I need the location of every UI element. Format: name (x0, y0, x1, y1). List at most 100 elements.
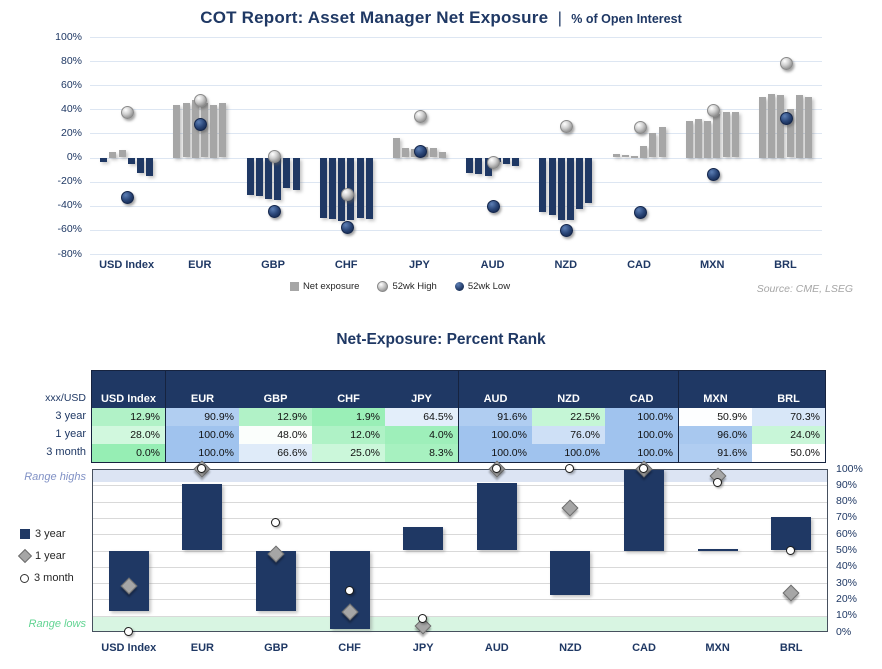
net-exposure-bar (438, 151, 446, 158)
net-exposure-bar (319, 157, 327, 218)
x-category-label: NZD (559, 642, 582, 654)
52wk-high-marker (560, 119, 574, 133)
52wk-low-marker (560, 224, 574, 238)
net-exposure-bar (685, 121, 693, 158)
table-cell: 1.9% (312, 408, 385, 426)
gridline (92, 583, 828, 585)
table-cell: 22.5% (532, 408, 605, 426)
net-exposure-bar (722, 111, 730, 158)
x-category-label: USD Index (101, 642, 157, 654)
table-cell: 90.9% (166, 408, 239, 426)
net-exposure-bar (612, 153, 620, 158)
table-cell: 28.0% (92, 426, 166, 444)
gridline (90, 157, 822, 159)
right-tick-label: 20% (836, 592, 858, 605)
table-column-header: MXN (703, 393, 728, 405)
gridline (92, 615, 828, 617)
range-lows-band (92, 615, 828, 632)
net-exposure-bar (210, 104, 218, 158)
bottom-legend-item-3-year: 3 year (20, 528, 66, 540)
bottom-legend-label-3-month: 3 month (34, 572, 74, 584)
52wk-low-marker (194, 118, 208, 132)
table-cell: 0.0% (92, 444, 166, 462)
table-column-header: GBP (263, 393, 288, 405)
table-row-label: 3 month (46, 446, 86, 458)
table-cell: 100.0% (605, 408, 679, 426)
legend-label-net-exposure: Net exposure (302, 281, 360, 292)
net-exposure-bar (402, 147, 410, 158)
net-exposure-bar (630, 156, 638, 158)
bottom-legend-item-1-year: 1 year (17, 548, 66, 564)
3-month-circle-icon (20, 573, 29, 583)
table-cell: 100.0% (166, 444, 239, 462)
right-tick-label: 0% (836, 625, 852, 638)
net-exposure-bar (585, 157, 593, 204)
table-column-header: EUR (190, 393, 215, 405)
top-chart-title-separator: | (557, 10, 562, 27)
3-month-marker (344, 586, 354, 596)
gridline (90, 133, 822, 135)
table-column-header: CAD (605, 371, 679, 408)
52wk-high-marker (633, 120, 647, 134)
3-month-marker (197, 464, 207, 473)
net-exposure-bar (429, 147, 437, 158)
net-exposure-bar (704, 121, 712, 158)
x-category-label: GBP (261, 259, 285, 271)
net-exposure-bar (283, 157, 291, 188)
net-exposure-bar (100, 157, 108, 163)
table-row-label: 1 year (55, 428, 86, 440)
x-category-label: AUD (480, 259, 505, 271)
gridline (92, 550, 828, 552)
y-tick-label: -60% (57, 223, 82, 236)
52wk-low-marker (340, 220, 354, 234)
x-category-label: CHF (334, 259, 358, 271)
gridline (90, 61, 822, 63)
right-tick-label: 40% (836, 560, 858, 573)
x-category-label: EUR (190, 642, 214, 654)
gridline (92, 566, 828, 568)
bottom-legend-item-3-month: 3 month (20, 572, 74, 584)
table-cell: 48.0% (239, 426, 312, 444)
x-category-label: GBP (264, 642, 288, 654)
3-month-marker (123, 627, 133, 636)
net-exposure-bar (146, 157, 154, 176)
x-category-label: CHF (338, 642, 361, 654)
table-row: 28.0% 100.0% 48.0% 12.0% 4.0% 100.0% 76.0% 100.… (92, 426, 825, 444)
net-exposure-bar (640, 145, 648, 158)
table-cell: 4.0% (385, 426, 459, 444)
gridline (90, 205, 822, 207)
right-tick-label: 100% (836, 462, 863, 475)
gridline (90, 229, 822, 231)
table-cell: 12.9% (239, 408, 312, 426)
gridline (90, 85, 822, 87)
percent-rank-bar (697, 549, 738, 551)
52wk-low-marker (121, 190, 135, 204)
net-exposure-bar (246, 157, 254, 195)
net-exposure-bar (466, 157, 474, 174)
y-tick-label: 40% (60, 102, 82, 115)
net-exposure-bar (576, 157, 584, 210)
x-category-label: CAD (627, 259, 651, 271)
net-exposure-bar (219, 103, 227, 158)
x-category-label: EUR (188, 259, 212, 271)
net-exposure-bar (365, 157, 373, 220)
net-exposure-bar (539, 157, 547, 212)
y-tick-label: -40% (57, 199, 82, 212)
net-exposure-bar (292, 157, 300, 191)
table-cell: 64.5% (385, 408, 459, 426)
right-tick-label: 90% (836, 478, 858, 491)
52wk-low-marker (779, 112, 793, 126)
table-cell: 50.9% (679, 408, 752, 426)
legend-item-52wk-high: 52wk High (377, 281, 437, 292)
table-cell: 76.0% (532, 426, 605, 444)
table-cell: 70.3% (752, 408, 825, 426)
net-exposure-bar (182, 103, 190, 158)
y-tick-label: 60% (60, 78, 82, 91)
net-exposure-bar (566, 157, 574, 221)
table-row: 0.0% 100.0% 66.6% 25.0% 8.3% 100.0% 100.0% 100.… (92, 444, 825, 462)
net-exposure-bar (274, 157, 282, 200)
net-exposure-bar (392, 138, 400, 158)
percent-rank-bar (182, 483, 223, 551)
y-tick-label: 80% (60, 54, 82, 67)
3-month-marker (418, 613, 428, 623)
